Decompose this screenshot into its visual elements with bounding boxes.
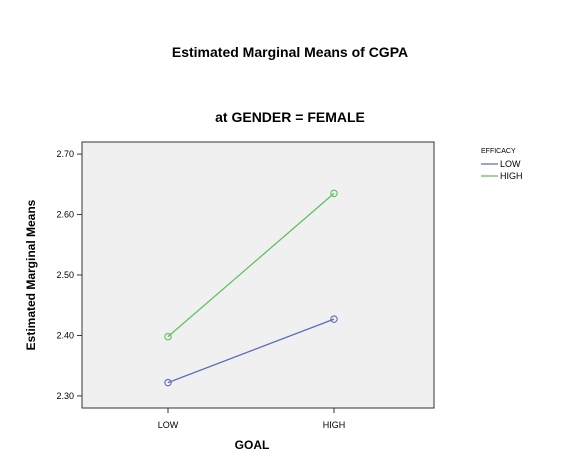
y-axis: 2.30 2.40 2.50 2.60 2.70	[56, 149, 82, 401]
x-axis-title: GOAL	[235, 438, 270, 452]
data-point-high-high	[330, 189, 338, 198]
plot-area	[81, 141, 435, 409]
chart-title: Estimated Marginal Means of CGPA	[172, 44, 408, 60]
y-axis-title: Estimated Marginal Means	[24, 199, 38, 350]
x-tick-label: HIGH	[323, 420, 346, 430]
data-point-low-low	[164, 378, 172, 387]
y-tick-label: 2.50	[56, 270, 74, 280]
legend-title: EFFICACY	[481, 148, 516, 155]
legend-label-low: LOW	[500, 159, 521, 169]
y-tick-label: 2.40	[56, 330, 74, 340]
data-point-low-high	[330, 315, 338, 323]
y-tick-label: 2.70	[56, 149, 74, 159]
x-tick-label: LOW	[158, 420, 179, 430]
y-tick-label: 2.30	[56, 391, 74, 401]
legend-label-high: HIGH	[500, 171, 523, 181]
data-point-high-low	[164, 332, 172, 341]
series-layer	[164, 189, 338, 387]
chart-subtitle: at GENDER = FEMALE	[215, 109, 365, 125]
x-axis: LOW HIGH	[158, 408, 346, 430]
series-line-low	[167, 318, 335, 384]
series-line-high	[167, 192, 335, 338]
y-tick-label: 2.60	[56, 210, 74, 220]
legend-items: LOW HIGH	[481, 159, 523, 181]
legend: EFFICACY LOW HIGH	[481, 148, 523, 181]
